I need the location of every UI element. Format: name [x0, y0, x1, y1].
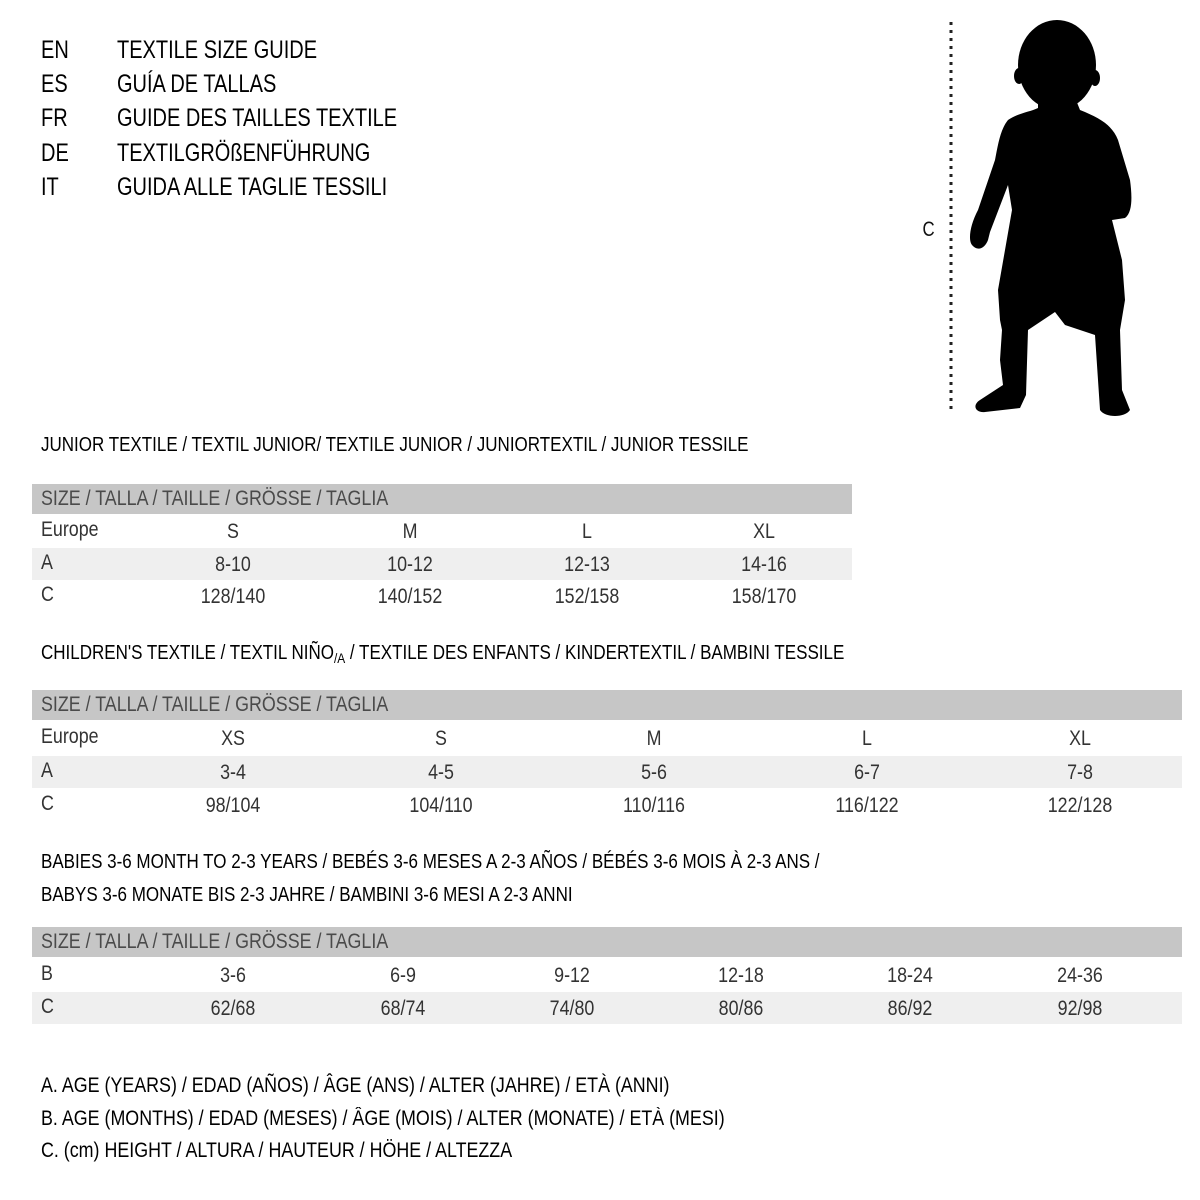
- table-cell: 158/170: [731, 585, 797, 608]
- table-row: Europe S M L XL: [32, 515, 852, 547]
- note-a: A. AGE (YEARS) / EDAD (AÑOS) / ÂGE (ANS)…: [41, 1074, 670, 1097]
- title-en: TEXTILE SIZE GUIDE: [117, 36, 318, 64]
- table-cell: XL: [1069, 727, 1091, 750]
- table-cell: 152/158: [554, 585, 620, 608]
- table-cell: 10-12: [387, 553, 433, 576]
- table-header-label: SIZE / TALLA / TAILLE / GRÖSSE / TAGLIA: [41, 930, 389, 953]
- table-row: Europe XS S M L XL: [32, 722, 1182, 754]
- table-cell: 128/140: [200, 585, 266, 608]
- table-header-bar: SIZE / TALLA / TAILLE / GRÖSSE / TAGLIA: [32, 690, 1182, 720]
- table-header-bar: SIZE / TALLA / TAILLE / GRÖSSE / TAGLIA: [32, 927, 1182, 957]
- table-cell: 6-9: [390, 964, 416, 987]
- title-de: TEXTILGRÖßENFÜHRUNG: [117, 139, 371, 167]
- table-row: C 98/104 104/110 110/116 116/122 122/128: [32, 789, 1182, 821]
- table-cell: XS: [221, 727, 245, 750]
- table-row: A 3-4 4-5 5-6 6-7 7-8: [32, 756, 1182, 788]
- table-row: A 8-10 10-12 12-13 14-16: [32, 548, 852, 580]
- table-cell: 14-16: [741, 553, 787, 576]
- table-header-label: SIZE / TALLA / TAILLE / GRÖSSE / TAGLIA: [41, 487, 389, 510]
- table-cell: 8-10: [215, 553, 251, 576]
- note-c: C. (cm) HEIGHT / ALTURA / HAUTEUR / HÖHE…: [41, 1139, 513, 1162]
- table-cell: 4-5: [428, 761, 454, 784]
- table-cell: 9-12: [554, 964, 590, 987]
- table-cell: S: [227, 520, 239, 543]
- lang-code-it: IT: [41, 173, 59, 201]
- table-cell: 74/80: [549, 997, 595, 1020]
- ear-left: [1014, 68, 1024, 84]
- table-cell: 3-4: [220, 761, 246, 784]
- section-heading: BABIES 3-6 MONTH TO 2-3 YEARS / BEBÉS 3-…: [41, 849, 820, 875]
- table-cell: S: [435, 727, 447, 750]
- heading-subscript: /A: [333, 650, 346, 666]
- table-cell: 104/110: [409, 794, 473, 817]
- row-label: C: [41, 995, 54, 1018]
- table-cell: 3-6: [220, 964, 246, 987]
- table-cell: 6-7: [854, 761, 880, 784]
- row-label: Europe: [41, 725, 99, 748]
- table-cell: 92/98: [1057, 997, 1103, 1020]
- lang-code-fr: FR: [41, 104, 68, 132]
- table-cell: 110/116: [623, 794, 685, 817]
- heading-text: BABIES 3-6 MONTH TO 2-3 YEARS / BEBÉS 3-…: [41, 851, 820, 873]
- section-heading: BABYS 3-6 MONATE BIS 2-3 JAHRE / BAMBINI…: [41, 882, 573, 908]
- table-cell: 24-36: [1057, 964, 1103, 987]
- table-cell: 86/92: [887, 997, 933, 1020]
- section-heading: JUNIOR TEXTILE / TEXTIL JUNIOR/ TEXTILE …: [41, 432, 749, 458]
- table-row: B 3-6 6-9 9-12 12-18 18-24 24-36: [32, 959, 1182, 991]
- row-label: Europe: [41, 518, 99, 541]
- table-cell: L: [582, 520, 592, 543]
- child-silhouette-icon: [949, 20, 1132, 416]
- row-label: A: [41, 759, 53, 782]
- table-cell: 80/86: [718, 997, 764, 1020]
- table-cell: 12-18: [718, 964, 764, 987]
- table-cell: 122/128: [1047, 794, 1113, 817]
- row-label: C: [41, 792, 54, 815]
- heading-text: BABYS 3-6 MONATE BIS 2-3 JAHRE / BAMBINI…: [41, 884, 573, 906]
- table-cell: 5-6: [641, 761, 667, 784]
- body-shape: [970, 100, 1132, 416]
- table-row: C 62/68 68/74 74/80 80/86 86/92 92/98: [32, 992, 1182, 1024]
- heading-text: JUNIOR TEXTILE / TEXTIL JUNIOR/ TEXTILE …: [41, 434, 749, 456]
- row-label: C: [41, 583, 54, 606]
- note-b: B. AGE (MONTHS) / EDAD (MESES) / ÂGE (MO…: [41, 1107, 725, 1130]
- table-cell: L: [862, 727, 872, 750]
- table-cell: 98/104: [205, 794, 261, 817]
- title-es: GUÍA DE TALLAS: [117, 70, 277, 98]
- table-cell: 68/74: [380, 997, 426, 1020]
- title-fr: GUIDE DES TAILLES TEXTILE: [117, 104, 398, 132]
- table-cell: 12-13: [564, 553, 610, 576]
- table-header-bar: SIZE / TALLA / TAILLE / GRÖSSE / TAGLIA: [32, 484, 852, 514]
- height-measure-label: C: [922, 218, 935, 241]
- ear-right: [1090, 70, 1100, 86]
- title-it: GUIDA ALLE TAGLIE TESSILI: [117, 173, 388, 201]
- section-heading: CHILDREN'S TEXTILE / TEXTIL NIÑO/A / TEX…: [41, 640, 844, 671]
- heading-text: / TEXTILE DES ENFANTS / KINDERTEXTIL / B…: [345, 642, 845, 664]
- table-cell: 116/122: [835, 794, 899, 817]
- table-cell: 140/152: [377, 585, 443, 608]
- lang-code-en: EN: [41, 36, 69, 64]
- heading-text: CHILDREN'S TEXTILE / TEXTIL NIÑO: [41, 642, 334, 664]
- row-label: B: [41, 962, 53, 985]
- table-cell: M: [646, 727, 662, 750]
- table-cell: M: [402, 520, 418, 543]
- table-cell: XL: [753, 520, 775, 543]
- table-row: C 128/140 140/152 152/158 158/170: [32, 580, 852, 612]
- lang-code-de: DE: [41, 139, 69, 167]
- row-label: A: [41, 551, 53, 574]
- head-shape: [1018, 20, 1096, 110]
- table-cell: 7-8: [1067, 761, 1093, 784]
- table-header-label: SIZE / TALLA / TAILLE / GRÖSSE / TAGLIA: [41, 693, 389, 716]
- table-cell: 62/68: [210, 997, 256, 1020]
- lang-code-es: ES: [41, 70, 68, 98]
- table-cell: 18-24: [887, 964, 933, 987]
